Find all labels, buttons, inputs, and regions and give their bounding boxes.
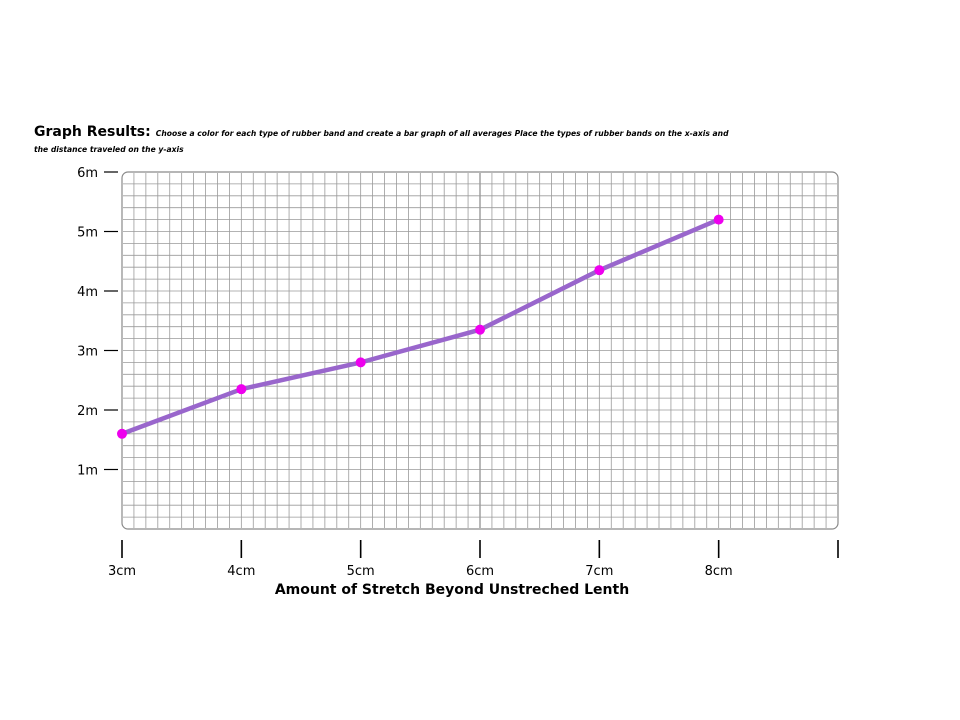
instruction-line-2: the distance traveled on the y-axis bbox=[34, 145, 184, 154]
y-tick-label: 1m bbox=[77, 464, 98, 479]
data-point bbox=[236, 384, 247, 395]
series-line bbox=[119, 217, 721, 437]
graph-results-label: Graph Results: bbox=[34, 124, 151, 140]
y-tick-label: 4m bbox=[77, 285, 98, 300]
y-tick-label: 5m bbox=[77, 226, 98, 241]
chart-title: Graph Results: Choose a color for each t… bbox=[34, 121, 934, 141]
y-tick-label: 3m bbox=[77, 345, 98, 360]
data-point bbox=[475, 324, 485, 335]
x-tick-label: 3cm bbox=[108, 564, 136, 579]
data-point bbox=[355, 357, 366, 368]
data-point bbox=[713, 214, 724, 225]
data-point bbox=[117, 428, 127, 439]
x-axis-title: Amount of Stretch Beyond Unstreched Lent… bbox=[275, 582, 629, 598]
x-tick-label: 7cm bbox=[585, 564, 613, 579]
x-tick-label: 6cm bbox=[466, 564, 494, 579]
y-tick-label: 2m bbox=[77, 404, 98, 419]
x-tick-label: 4cm bbox=[227, 564, 255, 579]
data-point bbox=[594, 265, 605, 276]
x-tick-label: 5cm bbox=[347, 564, 375, 579]
x-tick-label: 8cm bbox=[705, 564, 733, 579]
y-tick-label: 6m bbox=[77, 166, 98, 181]
instruction-line-1: Choose a color for each type of rubber b… bbox=[155, 129, 729, 138]
